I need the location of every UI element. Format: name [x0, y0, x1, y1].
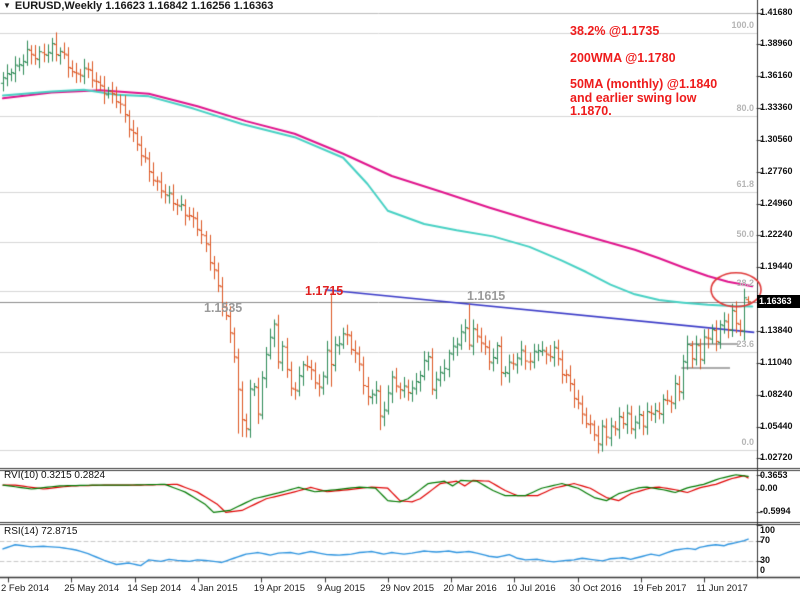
date-axis-label: 2 Feb 2014: [1, 583, 50, 594]
fib-level-label: 80.0: [736, 103, 754, 114]
annotation-ma-swing-note: 50MA (monthly) @1.1840 and earlier swing…: [570, 77, 718, 119]
date-axis-label: 29 Nov 2015: [380, 583, 435, 594]
rsi-scale-label: 70: [760, 534, 771, 545]
rsi-scale-label: 100: [760, 525, 776, 535]
price-axis-label: 1.30560: [760, 133, 793, 144]
fib-level-label: 38.2: [736, 277, 754, 288]
rsi-indicator-label: RSI(14) 72.8715: [4, 526, 78, 537]
fib-level-label: 50.0: [736, 228, 754, 239]
price-axis-label: 1.38960: [760, 37, 793, 48]
level-label-1.1615: 1.1615: [467, 289, 506, 303]
collapse-triangle-icon[interactable]: ▼: [3, 1, 11, 10]
date-axis-label: 9 Aug 2015: [317, 583, 366, 594]
price-axis-label: 1.11040: [760, 357, 793, 367]
rvi-indicator-label: RVI(10) 0.3215 0.2824: [4, 470, 106, 481]
ohlc-values: 1.16623 1.16842 1.16256 1.16363: [105, 0, 274, 12]
fib-level-label: 61.8: [736, 179, 754, 190]
date-axis-label: 19 Feb 2017: [633, 583, 687, 594]
date-axis-label: 30 Oct 2016: [569, 583, 622, 594]
level-label-1.1715: 1.1715: [305, 284, 344, 298]
date-axis-label: 25 May 2014: [64, 583, 120, 594]
chart-title: ▼ EURUSD,Weekly 1.16623 1.16842 1.16256 1…: [3, 0, 274, 13]
symbol-period-label: EURUSD,Weekly: [14, 0, 103, 12]
price-axis-label: 1.27760: [760, 165, 793, 176]
price-axis-label: 1.19440: [760, 261, 793, 271]
date-axis-label: 11 Jun 2017: [696, 583, 748, 594]
price-axis-label: 1.24960: [760, 197, 793, 208]
level-label-1.1535: 1.1535: [204, 301, 243, 315]
rsi-scale-label: 0: [760, 565, 766, 575]
price-axis-label: 1.41680: [760, 6, 793, 17]
date-axis-label: 14 Sep 2014: [127, 583, 182, 594]
annotation-ma-swing-line2: and earlier swing low: [570, 90, 697, 105]
annotation-ma-swing-line1: 50MA (monthly) @1.1840: [570, 77, 718, 91]
price-axis-label: 1.36160: [760, 69, 793, 80]
rvi-scale-label: -0.5994: [760, 506, 791, 517]
current-price-badge: 1.16363: [757, 295, 800, 308]
price-axis-label: 1.05440: [760, 421, 793, 432]
annotation-fib-note: 38.2% @1.1735: [570, 24, 660, 38]
date-axis-label: 19 Apr 2015: [253, 583, 306, 594]
fib-level-label: 0.0: [741, 437, 754, 448]
price-axis-label: 1.08240: [760, 389, 793, 400]
price-axis-label: 1.22240: [760, 228, 793, 239]
date-axis-label: 10 Jul 2016: [506, 583, 556, 594]
date-axis-label: 4 Jan 2015: [190, 583, 238, 594]
price-axis-label: 1.02720: [760, 452, 793, 463]
price-axis-label: 1.33360: [760, 101, 793, 112]
rvi-scale-label: 0.00: [760, 483, 778, 493]
rvi-scale-label: 0.3653: [760, 470, 788, 480]
fib-level-label: 23.6: [736, 338, 754, 349]
rsi-scale-label: 30: [760, 555, 771, 566]
annotation-wma-note: 200WMA @1.1780: [570, 51, 676, 65]
annotation-ma-swing-line3: 1.1870.: [570, 104, 612, 118]
fib-level-label: 100.0: [731, 19, 754, 30]
price-axis-label: 1.13840: [760, 325, 793, 335]
date-axis-label: 20 Mar 2016: [443, 583, 497, 594]
